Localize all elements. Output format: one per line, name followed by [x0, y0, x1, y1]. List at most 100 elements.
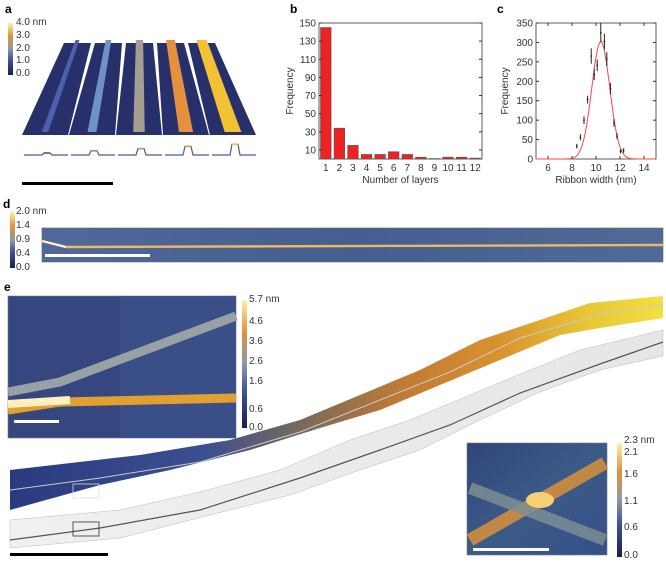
colorbar-d-label: 0.9 — [16, 234, 30, 245]
data-point — [605, 58, 608, 61]
colorbar-e-label: 4.6 — [249, 316, 263, 327]
panel-d-afm-image — [10, 212, 664, 268]
y-tick-label: 50 — [305, 109, 317, 120]
colorbar-e-label: 2.6 — [249, 356, 263, 367]
x-tick-label: 10 — [590, 163, 602, 174]
y-tick-label: 10 — [305, 145, 317, 156]
y-tick-label: 250 — [516, 57, 533, 68]
ribbon-substrate — [22, 43, 91, 135]
y-tick-label: 200 — [516, 77, 533, 88]
data-point — [622, 149, 625, 152]
colorbar-e-label: 1.6 — [249, 376, 263, 387]
colorbar-a-label: 0.0 — [16, 68, 30, 79]
gaussian-fit — [536, 41, 656, 160]
panel-label-a: a — [5, 2, 12, 16]
x-tick-label: 10 — [442, 163, 454, 174]
x-axis-label: Ribbon width (nm) — [555, 175, 636, 186]
panel-label-d: d — [3, 197, 11, 211]
x-tick-label: 4 — [364, 163, 370, 174]
histogram-bar — [442, 156, 454, 160]
colorbar-inset-label: 2.1 — [624, 447, 638, 458]
y-tick-label: 350 — [516, 19, 533, 30]
data-point — [596, 64, 599, 67]
x-tick-label: 6 — [391, 163, 397, 174]
histogram-bar — [456, 156, 468, 160]
data-point — [586, 98, 589, 101]
ribbon-substrate — [69, 43, 122, 135]
colorbar-d — [10, 212, 15, 268]
graphene-ribbon — [87, 40, 112, 132]
data-point — [593, 73, 596, 76]
x-tick-label: 9 — [432, 163, 438, 174]
x-tick-label: 8 — [418, 163, 424, 174]
colorbar-inset-label: 1.6 — [624, 469, 638, 480]
histogram-bar — [333, 127, 345, 160]
x-tick-label: 7 — [405, 163, 411, 174]
y-tick-label: 150 — [299, 19, 316, 30]
histogram-bar — [320, 27, 332, 160]
region-box-2 — [72, 521, 100, 537]
colorbar-a-label: 4.0 nm — [16, 17, 47, 28]
graphene-ribbon — [41, 40, 80, 132]
colorbar-inset-label: 1.1 — [624, 496, 638, 507]
colorbar-e-inset — [617, 443, 622, 557]
y-tick-label: 0 — [527, 155, 533, 166]
x-tick-label: 8 — [569, 163, 575, 174]
colorbar-inset-label: 0.0 — [624, 550, 638, 561]
data-point — [575, 145, 578, 148]
data-point — [590, 55, 593, 57]
panel-label-b: b — [290, 2, 298, 16]
y-tick-label: 90 — [305, 73, 317, 84]
x-tick-label: 6 — [545, 163, 551, 174]
y-axis-label: Frequency — [500, 67, 511, 114]
graphene-ribbon — [133, 40, 145, 132]
scale-bar-inset — [14, 420, 59, 423]
x-tick-label: 5 — [377, 163, 383, 174]
x-tick-label: 14 — [638, 163, 650, 174]
region-box-1 — [72, 483, 100, 499]
y-tick-label: 150 — [516, 96, 533, 107]
colorbar-inset-label: 2.3 nm — [624, 435, 655, 446]
y-tick-label: 300 — [516, 38, 533, 49]
crossing-peak — [526, 492, 554, 508]
data-point — [613, 121, 615, 124]
ribbon-line-gray — [9, 341, 664, 541]
histogram-bar — [388, 151, 400, 160]
colorbar-a-label: 3.0 — [16, 29, 30, 41]
y-axis-label: Frequency — [285, 67, 296, 114]
colorbar-e-main — [242, 300, 247, 428]
x-tick-label: 11 — [456, 163, 467, 174]
colorbar-d-label: 0.4 — [16, 248, 30, 259]
data-point — [603, 40, 606, 43]
ribbon-bright — [7, 396, 71, 408]
ribbon-crossing-2 — [467, 482, 608, 546]
y-tick-label: 130 — [299, 37, 316, 48]
panel-b-histogram: 1 2 3 4 5 6 7 8 9 10 11 121030507090110130150Number… — [285, 19, 483, 186]
x-tick-label: 12 — [614, 163, 626, 174]
colorbar-e-label: 3.6 — [249, 336, 263, 347]
colorbar-a — [8, 23, 13, 75]
scale-bar-inset-2 — [473, 548, 549, 551]
data-point — [616, 135, 618, 137]
panel-c-width-distribution: 6 8 10 12 14 0 50 100 150 200 250 300 350 Ribbon widt… — [500, 19, 657, 186]
data-point — [579, 136, 582, 139]
histogram-bar — [415, 156, 427, 160]
data-point — [599, 31, 602, 34]
graphene-ribbon — [196, 40, 242, 132]
colorbar-inset-label: 0.6 — [624, 522, 638, 533]
panel-label-e: e — [4, 280, 11, 294]
y-tick-label: 110 — [300, 55, 316, 66]
colorbar-a-label: 1.0 — [16, 55, 30, 67]
scale-bar-d — [45, 254, 150, 257]
colorbar-e-label: 0.6 — [249, 404, 263, 415]
x-tick-label: 2 — [337, 163, 343, 174]
data-point — [609, 87, 612, 90]
x-axis-label: Number of layers — [362, 175, 438, 186]
grayscale-mosaic-strip — [9, 329, 664, 549]
graphene-ribbon — [166, 40, 194, 132]
histogram-bar — [469, 157, 481, 160]
plot-frame — [318, 22, 483, 160]
scale-bar-a — [22, 182, 113, 185]
ribbon-upper — [7, 311, 238, 397]
